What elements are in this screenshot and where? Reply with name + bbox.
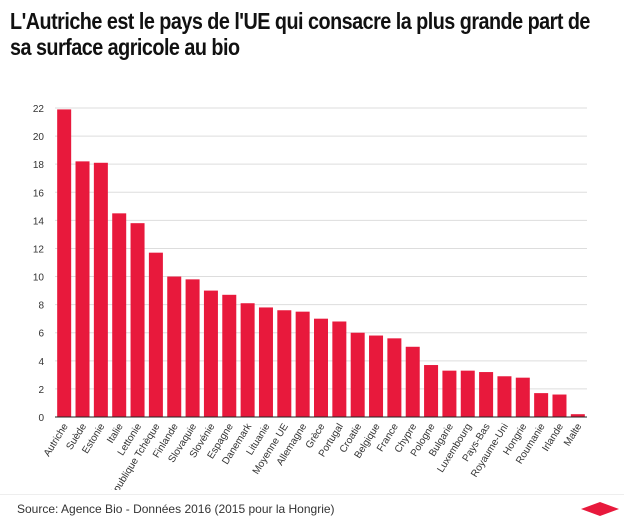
bar (552, 394, 567, 417)
y-tick-label: 4 (38, 357, 44, 368)
y-tick-label: 14 (33, 216, 45, 227)
bar (314, 318, 328, 417)
red-diamond-logo-icon (581, 502, 619, 516)
bar (112, 213, 127, 417)
bar (57, 109, 72, 417)
bar (130, 223, 145, 417)
y-tick-label: 2 (38, 385, 44, 396)
bar (424, 365, 439, 417)
divider (0, 494, 624, 495)
bar (387, 338, 402, 417)
y-tick-label: 10 (33, 273, 45, 284)
y-tick-label: 22 (33, 104, 45, 115)
chart-title: L'Autriche est le pays de l'UE qui consa… (10, 8, 590, 60)
y-tick-label: 18 (33, 160, 45, 171)
bar-chart: 0 2 4 6 8 10 12 14 16 18 20 22 Autriche Suède Estonie I… (0, 90, 624, 505)
x-tick-label: Malte (562, 421, 585, 448)
source-note: Source: Agence Bio - Données 2016 (2015 … (17, 502, 335, 516)
bar (369, 335, 384, 417)
bar (258, 307, 273, 417)
bar (167, 276, 182, 417)
bar (240, 303, 255, 417)
bar (479, 372, 494, 417)
bar (442, 370, 457, 417)
y-tick-label: 20 (33, 132, 45, 143)
bar (75, 161, 90, 417)
bar (203, 290, 218, 417)
y-tick-label: 0 (38, 413, 44, 424)
y-tick-label: 8 (38, 301, 44, 312)
bar (570, 414, 585, 417)
bar-chart-svg: 0246810121416182022AutricheSuèdeEstonieI… (33, 104, 587, 505)
bar (93, 162, 108, 417)
bar (185, 279, 200, 417)
y-tick-label: 16 (33, 188, 45, 199)
bar (350, 332, 365, 417)
bar (460, 370, 475, 417)
y-tick-label: 12 (33, 244, 45, 255)
bar (277, 310, 292, 417)
y-tick-label: 6 (38, 329, 44, 340)
bar (148, 252, 163, 417)
x-tick-label: Autriche (42, 421, 71, 458)
bar (515, 377, 530, 417)
bar (405, 346, 420, 417)
bar (497, 376, 512, 417)
bar (295, 311, 310, 417)
bar (534, 393, 549, 417)
bar (222, 294, 237, 417)
bar (332, 321, 347, 417)
